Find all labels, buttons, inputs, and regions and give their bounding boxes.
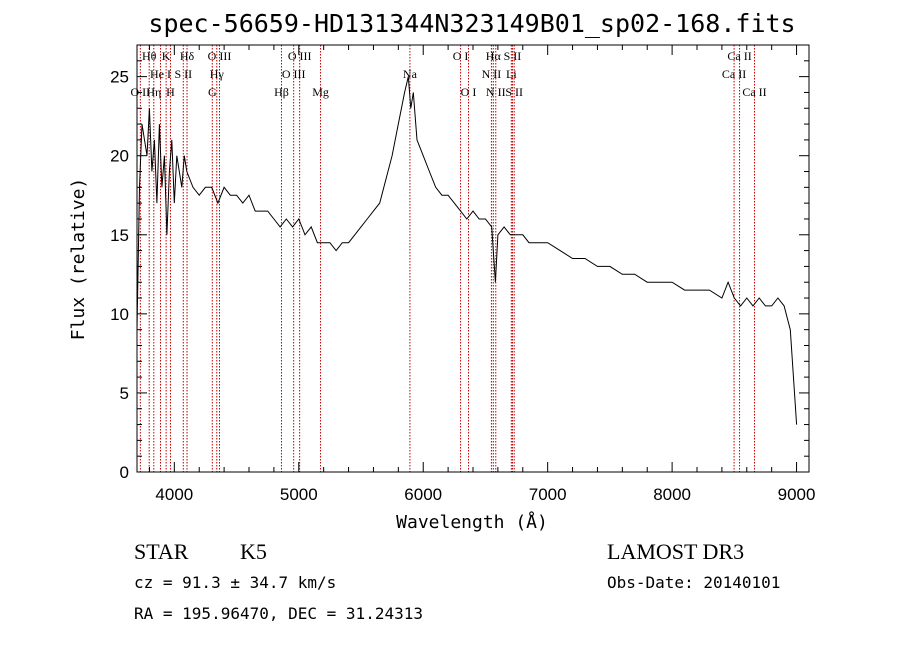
y-tick-label: 25 xyxy=(110,68,129,87)
y-tick-label: 10 xyxy=(110,305,129,324)
y-tick-label: 15 xyxy=(110,226,129,245)
spectral-line-label: Na xyxy=(403,67,418,81)
x-tick-label: 6000 xyxy=(404,485,442,504)
y-tick-label: 0 xyxy=(120,463,129,482)
spectral-line-label: Hδ xyxy=(180,49,195,63)
spectral-line-label: Ca II xyxy=(727,49,751,63)
spectral-line-label: Hγ xyxy=(210,67,225,81)
spectral-line-label: Hθ xyxy=(142,49,157,63)
spectral-line-label: S II xyxy=(174,67,192,81)
spectral-line-label: H xyxy=(166,85,175,99)
spectral-line-label: Hη xyxy=(146,85,161,99)
spectral-line-label: Hβ xyxy=(274,85,289,99)
spectral-line-label: K xyxy=(162,49,171,63)
spectral-line-label: O III xyxy=(208,49,232,63)
spectral-line-label: He I xyxy=(150,67,171,81)
spectral-line-label: N II xyxy=(486,85,506,99)
object-subclass: K5 xyxy=(240,539,267,564)
spectral-line-label: O III xyxy=(288,49,312,63)
x-axis-ticks: 4000 5000 6000 7000 8000 9000 xyxy=(148,45,816,504)
spectral-line-label: Mg xyxy=(312,85,329,99)
y-axis-label: Flux (relative) xyxy=(68,178,89,341)
spectral-line-markers xyxy=(139,45,755,472)
x-axis-label: Wavelength (Å) xyxy=(396,511,548,533)
object-class: STAR xyxy=(134,539,189,564)
spectral-line-label: N II xyxy=(482,67,502,81)
x-tick-label: 9000 xyxy=(778,485,816,504)
y-tick-label: 5 xyxy=(120,384,129,403)
spectral-line-label: S II xyxy=(504,49,522,63)
spectral-line-label: Ca II xyxy=(722,67,746,81)
plot-frame xyxy=(136,44,810,473)
spectral-line-label: O III xyxy=(282,67,306,81)
redshift-text: cz = 91.3 ± 34.7 km/s xyxy=(134,573,336,592)
survey-name: LAMOST DR3 xyxy=(607,539,744,564)
y-axis-ticks: 0 5 10 15 20 25 xyxy=(110,44,809,482)
spectrum-series-line xyxy=(136,76,798,425)
coordinates-text: RA = 195.96470, DEC = 31.24313 xyxy=(134,604,423,623)
spectral-line-label: Li xyxy=(506,67,517,81)
observation-date: Obs-Date: 20140101 xyxy=(607,573,780,592)
chart-title: spec-56659-HD131344N323149B01_sp02-168.f… xyxy=(148,9,795,38)
spectral-line-label: O I xyxy=(461,85,477,99)
x-tick-label: 5000 xyxy=(280,485,318,504)
spectral-line-label: Ca II xyxy=(742,85,766,99)
spectral-line-label: G xyxy=(208,85,217,99)
x-tick-label: 8000 xyxy=(653,485,691,504)
x-tick-label: 7000 xyxy=(529,485,567,504)
y-tick-label: 20 xyxy=(110,147,129,166)
spectral-line-label: O I xyxy=(453,49,469,63)
x-tick-label: 4000 xyxy=(155,485,193,504)
spectral-line-label: Hα xyxy=(486,49,502,63)
spectral-line-label: S II xyxy=(505,85,523,99)
